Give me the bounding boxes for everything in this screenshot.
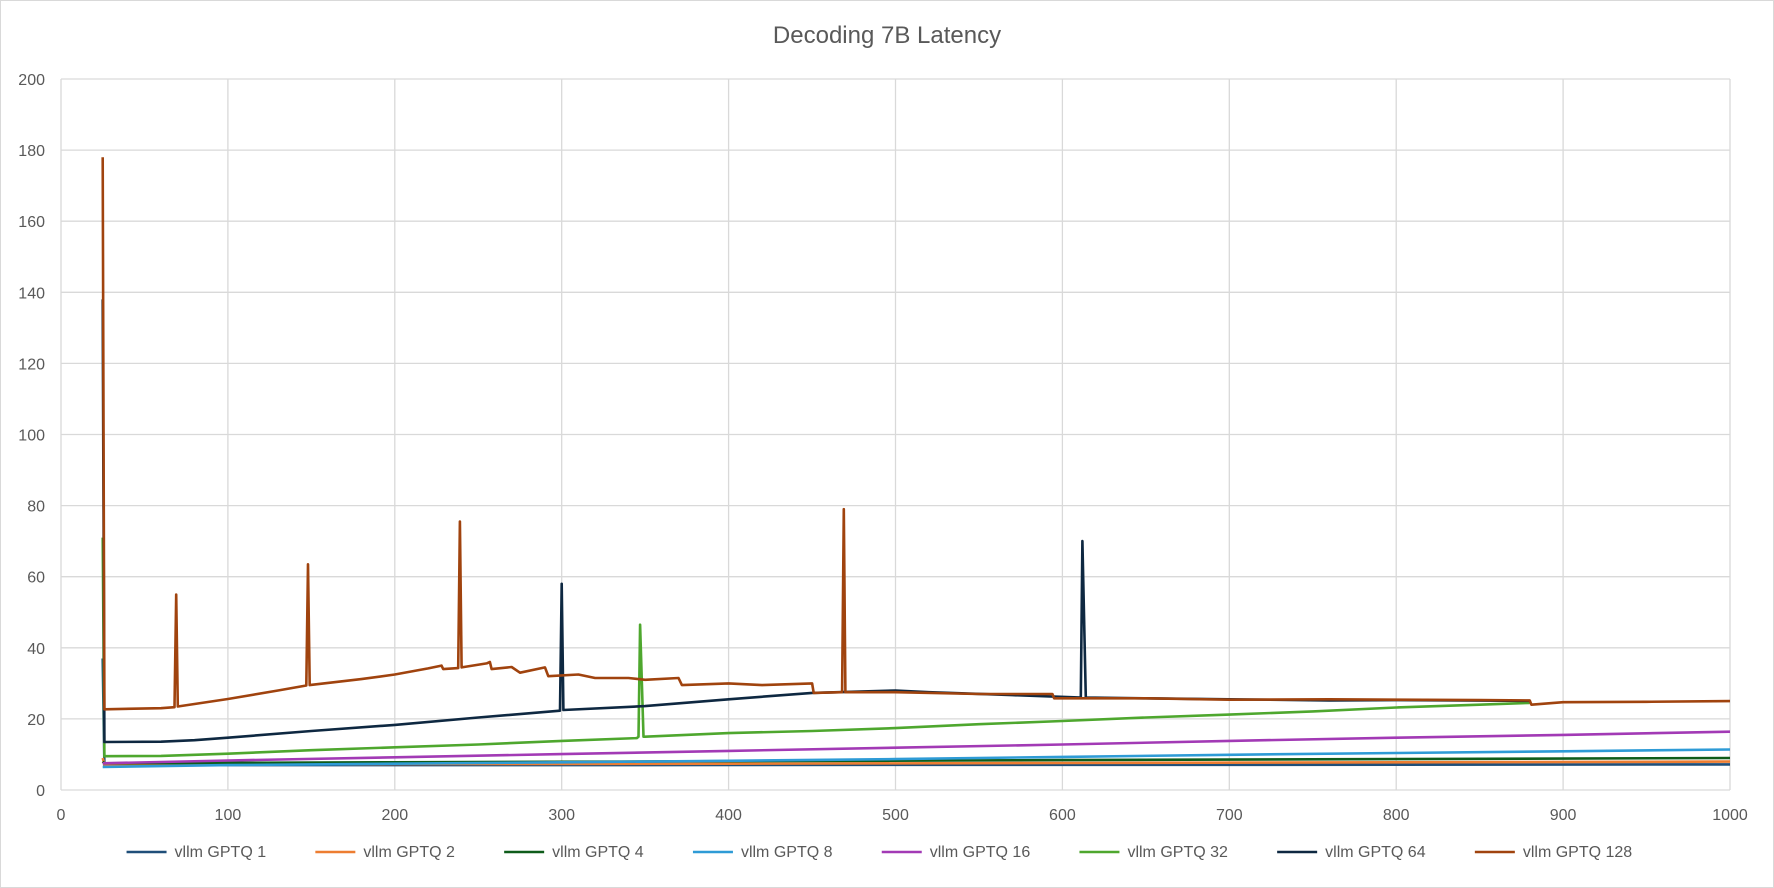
x-tick-label: 700 [1216, 807, 1243, 824]
x-tick-label: 200 [381, 807, 408, 824]
y-tick-label: 0 [36, 783, 45, 800]
series-line-6 [101, 537, 1530, 758]
series-line-7 [101, 299, 1530, 744]
legend-item: vllm GPTQ 4 [504, 844, 644, 861]
legend-item: vllm GPTQ 32 [1079, 844, 1228, 861]
x-tick-label: 1000 [1712, 807, 1748, 824]
x-tick-label: 400 [715, 807, 742, 824]
y-tick-label: 160 [18, 214, 45, 231]
y-tick-label: 180 [18, 143, 45, 160]
legend-item: vllm GPTQ 128 [1474, 844, 1632, 861]
legend-label: vllm GPTQ 4 [552, 844, 644, 861]
y-tick-label: 200 [18, 72, 45, 89]
x-tick-label: 900 [1550, 807, 1577, 824]
legend-item: vllm GPTQ 64 [1277, 844, 1426, 861]
x-tick-label: 500 [882, 807, 909, 824]
legend-label: vllm GPTQ 1 [175, 844, 267, 861]
grid-layer [60, 78, 1731, 791]
series-line-5 [102, 730, 1731, 765]
legend-item: vllm GPTQ 1 [126, 844, 267, 861]
x-tick-label: 600 [1049, 807, 1076, 824]
legend: vllm GPTQ 1 vllm GPTQ 2 vllm GPTQ 4 vllm GP… [126, 844, 1632, 861]
y-tick-label: 20 [27, 712, 45, 729]
chart-title: Decoding 7B Latency [773, 22, 1001, 49]
y-tick-label: 140 [18, 285, 45, 302]
y-tick-label: 120 [18, 356, 45, 373]
legend-label: vllm GPTQ 64 [1325, 844, 1426, 861]
legend-label: vllm GPTQ 8 [741, 844, 833, 861]
x-tick-label: 100 [215, 807, 242, 824]
y-tick-label: 100 [18, 428, 45, 445]
series-line-8 [101, 157, 1731, 711]
series-layer [101, 157, 1731, 769]
tick-labels: 0 20 40 60 80 100 120 140 160 180 200 0 100 200 300 400… [18, 72, 1748, 824]
series-line-4 [102, 748, 1731, 769]
x-tick-label: 800 [1383, 807, 1410, 824]
legend-label: vllm GPTQ 16 [930, 844, 1031, 861]
y-tick-label: 40 [27, 641, 45, 658]
legend-label: vllm GPTQ 32 [1127, 844, 1228, 861]
y-tick-label: 80 [27, 499, 45, 516]
legend-label: vllm GPTQ 128 [1523, 844, 1632, 861]
x-tick-label: 0 [57, 807, 66, 824]
legend-item: vllm GPTQ 8 [692, 844, 833, 861]
legend-item: vllm GPTQ 16 [881, 844, 1031, 861]
y-tick-label: 60 [27, 570, 45, 587]
x-tick-label: 300 [548, 807, 575, 824]
legend-label: vllm GPTQ 2 [363, 844, 455, 861]
legend-item: vllm GPTQ 2 [315, 844, 455, 861]
